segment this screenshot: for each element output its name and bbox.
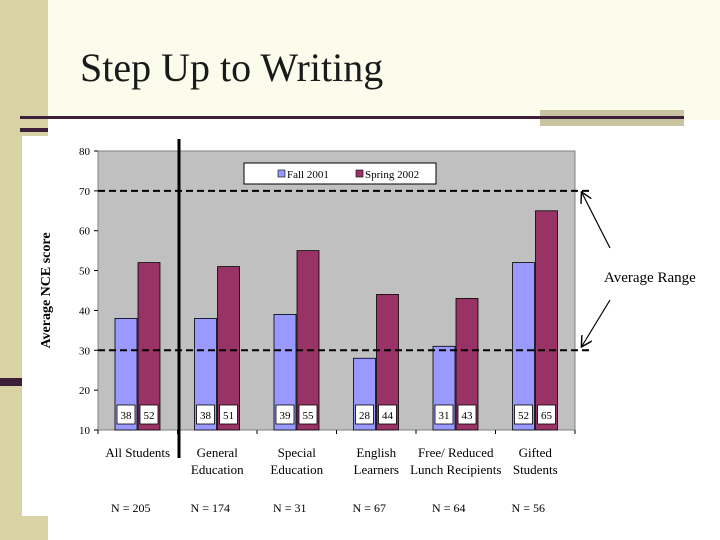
legend-swatch-fall xyxy=(277,169,286,178)
bar-spring xyxy=(137,262,161,431)
data-label-box xyxy=(457,404,477,425)
category-label: Lunch Recipients xyxy=(410,462,501,477)
bar-spring xyxy=(296,250,320,431)
category-label: English xyxy=(356,445,396,460)
data-label: 51 xyxy=(223,410,234,422)
title-area xyxy=(48,0,720,120)
plot-area xyxy=(97,150,576,431)
data-label-box xyxy=(298,404,318,425)
data-label: 52 xyxy=(144,410,155,422)
data-label: 43 xyxy=(462,410,474,422)
bar-spring xyxy=(455,298,479,431)
chart-image: 80 70 60 50 40 30 20 10 Average NCE score Fall 20… xyxy=(22,136,708,516)
data-label-box xyxy=(196,404,215,425)
title-rule-left xyxy=(20,128,48,132)
legend-box xyxy=(243,162,437,185)
y-tick-label: 60 xyxy=(79,226,91,238)
category-label: Special xyxy=(278,445,317,460)
bar-spring xyxy=(217,266,240,431)
bar-chart: 80 70 60 50 40 30 20 10 Average NCE score Fall 20… xyxy=(39,139,696,515)
legend-swatch-spring xyxy=(355,169,364,178)
data-label-box xyxy=(275,404,295,425)
category-label: General xyxy=(197,445,239,460)
slide-title: Step Up to Writing xyxy=(80,45,384,90)
n-label: N = 31 xyxy=(273,501,306,515)
bar-fall xyxy=(512,262,535,431)
data-label: 38 xyxy=(200,410,212,422)
legend-label-spring: Spring 2002 xyxy=(365,169,419,181)
data-label-box xyxy=(139,404,159,425)
bar-spring xyxy=(376,294,399,431)
y-tick-label: 70 xyxy=(79,186,91,198)
annotation-arrow-upper xyxy=(582,193,611,249)
data-label-box xyxy=(219,404,238,425)
data-label: 55 xyxy=(303,410,315,422)
data-label: 31 xyxy=(439,410,450,422)
data-label: 39 xyxy=(280,410,292,422)
data-label: 44 xyxy=(382,410,394,422)
category-label: All Students xyxy=(105,445,170,460)
n-label: N = 174 xyxy=(191,501,230,515)
category-label: Education xyxy=(270,462,323,477)
n-label: N = 64 xyxy=(432,501,465,515)
data-label-box xyxy=(514,404,533,425)
y-tick-label: 40 xyxy=(79,305,91,317)
y-tick-label: 10 xyxy=(79,425,91,437)
data-label: 52 xyxy=(518,410,529,422)
data-label-box xyxy=(378,404,397,425)
y-tick-label: 50 xyxy=(79,266,91,278)
category-label: Gifted xyxy=(519,445,553,460)
data-label-box xyxy=(537,404,556,425)
category-label: Students xyxy=(513,462,558,477)
bar-fall xyxy=(194,317,217,431)
data-label-box xyxy=(355,404,374,425)
y-axis-label: Average NCE score xyxy=(39,232,54,348)
bar-fall xyxy=(273,314,297,431)
n-label: N = 67 xyxy=(353,501,386,515)
data-label: 65 xyxy=(541,410,553,422)
annotation-label: Average Range xyxy=(604,270,696,286)
y-tick-label: 20 xyxy=(79,385,91,397)
data-label: 28 xyxy=(359,410,371,422)
legend-label-fall: Fall 2001 xyxy=(287,169,329,181)
data-label-box xyxy=(434,404,454,425)
n-label: N = 205 xyxy=(111,501,150,515)
data-label: 38 xyxy=(121,410,133,422)
y-tick-label: 30 xyxy=(79,345,91,357)
data-label-box xyxy=(116,404,136,425)
category-label: Free/ Reduced xyxy=(418,445,494,460)
y-tick-label: 80 xyxy=(79,146,91,158)
bar-fall xyxy=(114,317,138,431)
annotation-arrow-lower xyxy=(582,299,611,346)
title-rule xyxy=(20,116,684,119)
category-label: Learners xyxy=(354,462,399,477)
bar-spring xyxy=(535,210,558,431)
category-label: Education xyxy=(191,462,244,477)
n-label: N = 56 xyxy=(512,501,545,515)
